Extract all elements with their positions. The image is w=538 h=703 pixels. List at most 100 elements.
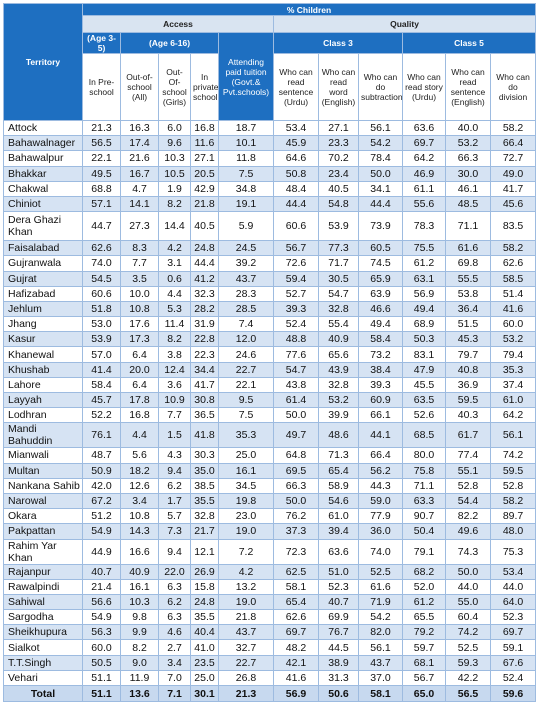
value-cell: 55.0 (445, 593, 491, 611)
territory-cell: Khushab (3, 361, 83, 378)
value-cell: 42.0 (82, 477, 121, 494)
value-cell: 47.9 (402, 361, 446, 378)
value-cell: 44.4 (358, 195, 403, 213)
value-cell: 4.7 (120, 180, 159, 197)
value-cell: 63.9 (358, 285, 403, 302)
value-cell: 62.6 (273, 609, 319, 626)
value-cell: 61.7 (445, 422, 491, 449)
value-cell: 19.0 (218, 593, 274, 611)
value-cell: 54.4 (445, 492, 491, 510)
value-cell: 77.3 (318, 240, 359, 257)
column-header: Who can read sentence (English) (445, 53, 491, 121)
value-cell: 55.5 (445, 270, 491, 287)
territory-cell: Khanewal (3, 346, 83, 363)
value-cell: 42.9 (190, 180, 219, 197)
value-cell: 9.0 (120, 654, 159, 671)
value-cell: 53.4 (489, 563, 537, 580)
value-cell: 35.3 (489, 361, 537, 378)
value-cell: 82.2 (445, 508, 491, 525)
value-cell: 30.0 (445, 165, 491, 182)
value-cell: 10.3 (120, 593, 159, 611)
value-cell: 35.0 (190, 462, 219, 479)
value-cell: 48.2 (273, 639, 319, 656)
value-cell: 74.3 (445, 538, 491, 565)
value-cell: 45.5 (402, 376, 446, 394)
value-cell: 53.8 (445, 285, 491, 302)
column-header: Who can read story (Urdu) (402, 53, 446, 121)
value-cell: 32.3 (190, 285, 219, 302)
value-cell: 58.2 (489, 492, 537, 510)
value-cell: 62.5 (273, 563, 319, 580)
value-cell: 24.8 (190, 240, 219, 257)
value-cell: 10.5 (158, 165, 191, 182)
value-cell: 6.3 (158, 609, 191, 626)
value-cell: 69.7 (273, 624, 319, 641)
value-cell: 51.0 (318, 563, 359, 580)
value-cell: 65.4 (318, 462, 359, 479)
value-cell: 61.2 (402, 255, 446, 272)
value-cell: 82.0 (358, 624, 403, 641)
territory-cell: Nankana Sahib (3, 477, 83, 494)
value-cell: 80.0 (402, 447, 446, 464)
value-cell: 55.4 (318, 316, 359, 333)
value-cell: 21.3 (82, 119, 121, 137)
value-cell: 1.5 (158, 422, 191, 449)
value-cell: 46.9 (402, 165, 446, 182)
value-cell: 8.3 (120, 240, 159, 257)
value-cell: 32.7 (218, 639, 274, 656)
value-cell: 32.8 (318, 376, 359, 394)
value-cell: 54.8 (318, 195, 359, 213)
value-cell: 54.7 (273, 361, 319, 378)
value-cell: 75.3 (489, 538, 537, 565)
value-cell: 52.6 (402, 407, 446, 424)
territory-cell: Jehlum (3, 300, 83, 318)
value-cell: 79.1 (402, 538, 446, 565)
value-cell: 44.4 (273, 195, 319, 213)
value-cell: 44.9 (82, 538, 121, 565)
value-cell: 18.2 (120, 462, 159, 479)
table-row: Narowal 67.2 3.4 1.7 35.5 19.8 50.0 54.6 59.0 63.… (3, 492, 537, 510)
value-cell: 8.2 (158, 195, 191, 213)
column-header: Who can read word (English) (318, 53, 359, 121)
value-cell: 16.1 (218, 462, 274, 479)
territory-cell: Chiniot (3, 195, 83, 213)
value-cell: 49.6 (445, 523, 491, 540)
value-cell: 63.5 (402, 391, 446, 409)
value-cell: 68.1 (402, 654, 446, 671)
value-cell: 48.8 (273, 331, 319, 348)
table-row: Gujrat 54.5 3.5 0.6 41.2 43.7 59.4 30.5 65.9 63.1… (3, 270, 537, 287)
value-cell: 31.3 (318, 669, 359, 687)
territory-cell: Okara (3, 508, 83, 525)
value-cell: 54.2 (358, 609, 403, 626)
value-cell: 17.6 (120, 316, 159, 333)
value-cell: 63.3 (402, 492, 446, 510)
value-cell: 24.8 (190, 593, 219, 611)
territory-cell: Gujrat (3, 270, 83, 287)
value-cell: 35.5 (190, 609, 219, 626)
territory-cell: Bhakkar (3, 165, 83, 182)
class-header: Class 3 (273, 32, 403, 54)
value-cell: 52.0 (402, 578, 446, 595)
value-cell: 28.5 (218, 300, 274, 318)
territory-cell: Lodhran (3, 407, 83, 424)
value-cell: 3.4 (120, 492, 159, 510)
value-cell: 9.4 (158, 538, 191, 565)
value-cell: 7.5 (218, 165, 274, 182)
value-cell: 50.9 (82, 462, 121, 479)
table-row: Sahiwal 56.6 10.3 6.2 24.8 19.0 65.4 40.7 71.9 61… (3, 593, 537, 611)
group-header: Quality (272, 15, 537, 33)
value-cell: 49.4 (358, 316, 403, 333)
value-cell: 3.4 (158, 654, 191, 671)
table-row: Sialkot 60.0 8.2 2.7 41.0 32.7 48.2 44.5 56.1 59.… (3, 639, 537, 656)
territory-cell: Vehari (3, 669, 83, 687)
value-cell: 50.8 (273, 165, 319, 182)
value-cell: 9.5 (218, 391, 274, 409)
value-cell: 56.1 (489, 422, 537, 449)
value-cell: 23.0 (218, 508, 274, 525)
territory-cell: Layyah (3, 391, 83, 409)
value-cell: 13.2 (218, 578, 274, 595)
value-cell: 6.3 (158, 578, 191, 595)
value-cell: 31.9 (190, 316, 219, 333)
value-cell: 72.3 (273, 538, 319, 565)
value-cell: 55.6 (402, 195, 446, 213)
